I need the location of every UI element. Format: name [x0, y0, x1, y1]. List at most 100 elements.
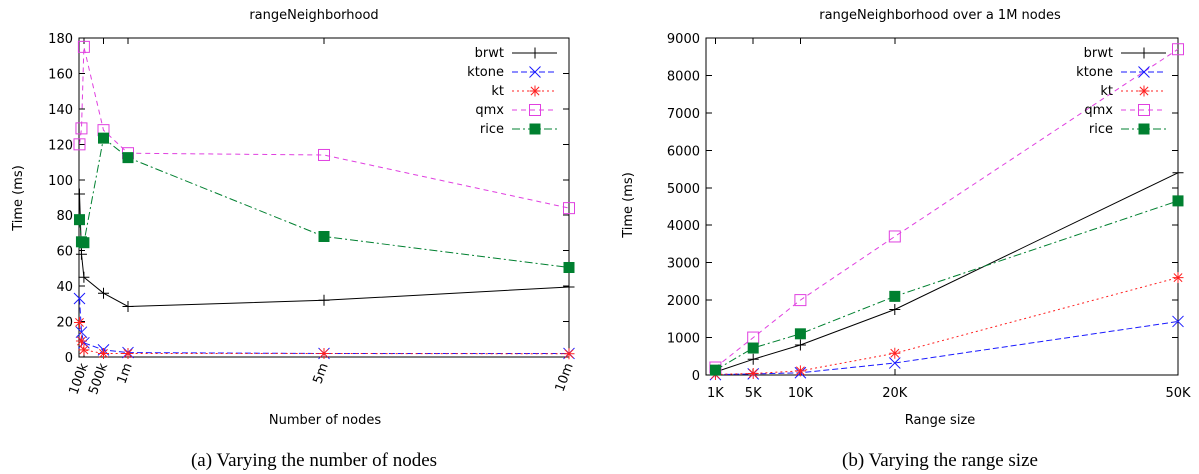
legend-label: qmx	[475, 103, 504, 118]
chart-title: rangeNeighborhood	[249, 8, 378, 23]
data-point	[122, 347, 134, 359]
data-point	[794, 328, 806, 340]
chart-panel-b: rangeNeighborhood over a 1M nodes Time (…	[621, 8, 1191, 471]
data-point	[318, 148, 330, 161]
data-point	[529, 47, 541, 59]
data-point	[794, 365, 806, 377]
y-tick-label: 180	[48, 32, 73, 47]
series-line	[715, 200, 1179, 371]
figure-caption: (b) Varying the range size	[842, 450, 1038, 471]
data-point	[122, 152, 134, 164]
data-point	[1172, 43, 1184, 56]
y-axis-label: Time (ms)	[11, 165, 26, 232]
legend-label: brwt	[475, 46, 504, 61]
data-point	[888, 230, 901, 243]
data-point	[1172, 272, 1184, 284]
plot-frame	[705, 37, 1179, 376]
data-point	[529, 104, 541, 116]
series-rice	[73, 132, 575, 274]
data-point	[1138, 85, 1150, 97]
series-kt	[73, 316, 575, 360]
data-point	[709, 364, 721, 376]
x-tick-label: 1K	[707, 386, 724, 401]
data-point	[73, 292, 86, 305]
data-point	[747, 368, 759, 380]
data-point	[77, 40, 90, 53]
data-point	[73, 188, 85, 200]
data-point	[563, 348, 575, 360]
legend-label: kt	[491, 84, 504, 99]
y-tick-label: 40	[56, 280, 73, 295]
legend-label: rice	[480, 122, 504, 137]
data-point	[318, 294, 330, 306]
x-tick-label: 1m	[115, 361, 136, 386]
legend-label: brwt	[1084, 46, 1113, 61]
x-tick-label: 10m	[553, 361, 577, 394]
data-point	[529, 123, 541, 135]
data-point	[563, 202, 575, 215]
data-point	[73, 316, 85, 328]
data-point	[794, 339, 806, 351]
series-line	[79, 193, 570, 308]
data-point	[1138, 47, 1150, 59]
legend-label: ktone	[1076, 65, 1113, 80]
y-tick-label: 80	[56, 209, 73, 224]
series-line	[715, 172, 1179, 373]
legend-label: rice	[1089, 122, 1113, 137]
data-point	[78, 344, 90, 356]
data-point	[889, 303, 901, 315]
chart-panel-a: rangeNeighborhood Time (ms) Number of no…	[11, 8, 577, 471]
x-axis-label: Number of nodes	[269, 413, 381, 428]
series-line	[715, 321, 1179, 376]
data-point	[98, 132, 109, 144]
legend-label: ktone	[467, 65, 504, 80]
data-point	[1172, 315, 1184, 328]
series-ktone	[709, 315, 1184, 381]
y-tick-label: 140	[48, 103, 73, 118]
series-line	[79, 298, 569, 354]
data-point	[747, 353, 759, 365]
data-point	[529, 66, 541, 78]
y-tick-label: 6000	[667, 144, 700, 159]
data-point	[747, 342, 759, 354]
y-tick-label: 4000	[667, 219, 700, 234]
data-point	[794, 294, 807, 307]
series-brwt	[73, 188, 575, 312]
y-tick-label: 160	[48, 67, 73, 82]
figure-caption: (a) Varying the number of nodes	[191, 450, 437, 471]
data-point	[1172, 167, 1184, 179]
series-line	[79, 46, 570, 209]
data-point	[529, 85, 541, 97]
y-tick-label: 60	[56, 245, 73, 260]
data-point	[1138, 123, 1150, 135]
series-qmx	[73, 40, 575, 215]
x-axis-label: Range size	[905, 413, 976, 428]
data-point	[98, 347, 109, 359]
series-line	[715, 277, 1179, 375]
y-tick-label: 2000	[667, 294, 700, 309]
data-point	[318, 347, 330, 359]
y-tick-label: 8000	[667, 69, 700, 84]
series-rice	[709, 195, 1184, 376]
x-tick-label: 10K	[788, 386, 814, 401]
y-tick-label: 3000	[667, 257, 700, 272]
data-point	[73, 138, 86, 151]
data-point	[75, 248, 87, 260]
x-tick-label: 20K	[882, 386, 908, 401]
y-tick-label: 20	[56, 316, 73, 331]
series-line	[79, 137, 570, 268]
legend-label: kt	[1100, 84, 1113, 99]
y-tick-label: 120	[48, 138, 73, 153]
data-point	[75, 326, 88, 339]
data-point	[73, 214, 85, 226]
data-point	[563, 281, 575, 293]
legend: brwt ktone kt qmx rice	[467, 46, 557, 137]
data-point	[888, 357, 901, 369]
data-point	[563, 262, 575, 274]
y-tick-label: 9000	[667, 32, 700, 47]
data-point	[1172, 195, 1184, 207]
series-brwt	[709, 167, 1184, 378]
legend-label: qmx	[1084, 103, 1113, 118]
y-tick-label: 0	[65, 351, 73, 366]
